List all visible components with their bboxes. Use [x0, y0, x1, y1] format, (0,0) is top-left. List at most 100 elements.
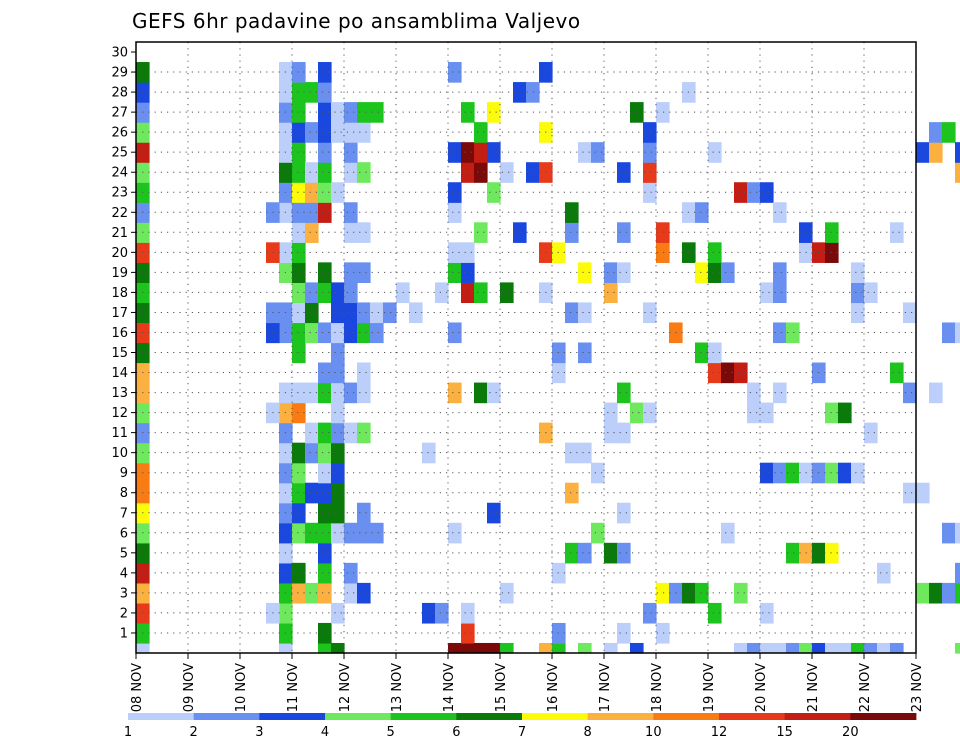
precip-cell	[318, 322, 332, 344]
precip-cell	[331, 502, 345, 524]
precip-cell	[318, 262, 332, 283]
precip-cell	[760, 282, 774, 304]
plot-grid	[136, 42, 916, 653]
colorbar-swatch	[128, 713, 195, 720]
precip-cell	[331, 482, 345, 504]
precip-cell	[552, 642, 566, 654]
precip-cell	[747, 182, 761, 203]
precip-cell	[760, 602, 774, 624]
precip-cell	[422, 602, 436, 624]
precip-cell	[357, 122, 371, 143]
precip-cell	[643, 402, 657, 424]
precip-cell	[318, 522, 332, 544]
precip-cell	[565, 482, 579, 504]
y-tick-label: 7	[120, 506, 128, 521]
chart-title: GEFS 6hr padavine po ansamblima Valjevo	[132, 9, 581, 33]
colorbar: 1 2 3 4 5 6 7 8 10 12 15 20	[124, 713, 917, 740]
precip-cell	[461, 142, 475, 163]
precip-cell	[695, 202, 709, 223]
precip-cell	[903, 302, 917, 324]
precip-cell	[318, 502, 332, 524]
precip-cell	[448, 262, 462, 283]
colorbar-tick-label: 15	[776, 725, 793, 740]
precip-cell	[773, 202, 787, 223]
precip-cell	[318, 622, 332, 644]
precip-cell	[331, 122, 345, 143]
y-tick-label: 5	[120, 546, 128, 561]
y-tick-label: 22	[111, 206, 128, 221]
precip-cell	[643, 302, 657, 324]
precip-cell	[292, 162, 306, 183]
precip-cell	[851, 262, 865, 283]
y-tick-label: 4	[120, 566, 128, 581]
precip-cell	[474, 282, 488, 304]
precip-cell	[760, 402, 774, 424]
y-tick-label: 18	[111, 286, 128, 301]
precip-cell	[331, 342, 345, 364]
precip-cell	[825, 402, 839, 424]
precip-cell	[318, 62, 332, 83]
x-tick-label: 18 NOV	[650, 663, 665, 712]
precip-cell	[877, 562, 891, 584]
precip-cell	[344, 222, 358, 243]
precip-cell	[318, 102, 332, 123]
precip-cell	[851, 302, 865, 324]
y-tick-label: 6	[120, 526, 128, 541]
precip-cell	[578, 302, 592, 324]
precip-cell	[344, 322, 358, 344]
precip-cell	[851, 462, 865, 484]
x-tick-label: 14 NOV	[442, 663, 457, 712]
precip-cell	[513, 82, 527, 103]
precip-cell	[500, 282, 514, 304]
y-tick-label: 11	[111, 426, 128, 441]
precip-cell	[695, 262, 709, 283]
x-tick-label: 17 NOV	[598, 663, 613, 712]
x-tick-label: 20 NOV	[754, 663, 769, 712]
precip-cell	[487, 502, 501, 524]
precip-cell	[838, 462, 852, 484]
precip-cell	[474, 142, 488, 163]
y-tick-label: 13	[111, 386, 128, 401]
x-tick-label: 13 NOV	[390, 663, 405, 712]
x-axis-ticks: 08 NOV 09 NOV 10 NOV 11 NOV 12 NOV 13 NOV 14 N…	[130, 653, 925, 712]
precip-cell	[617, 422, 631, 444]
precip-cell	[630, 402, 644, 424]
precip-cell	[604, 262, 618, 283]
precip-cell	[474, 222, 488, 243]
precip-cell	[292, 242, 306, 263]
precip-cell	[318, 422, 332, 444]
precip-cell	[916, 582, 930, 604]
precip-cell	[643, 182, 657, 203]
precip-cell	[318, 122, 332, 143]
precip-cell	[539, 642, 553, 654]
precip-cell	[292, 82, 306, 103]
precip-cell	[773, 322, 787, 344]
precip-cell	[318, 642, 332, 654]
precip-cell	[331, 442, 345, 464]
precip-cell	[318, 162, 332, 183]
precip-cell	[838, 402, 852, 424]
precip-cell	[318, 442, 332, 464]
precip-cell	[474, 122, 488, 143]
precip-cell	[448, 322, 462, 344]
precip-cell	[955, 562, 960, 584]
precip-cell	[916, 142, 930, 163]
precip-cell	[955, 522, 960, 544]
colorbar-swatch	[850, 713, 917, 720]
precip-cell	[331, 362, 345, 384]
precip-cell	[487, 642, 501, 654]
colorbar-tick-label: 1	[124, 725, 132, 740]
x-tick-label: 10 NOV	[234, 663, 249, 712]
precip-cell	[461, 282, 475, 304]
precip-cell	[318, 362, 332, 384]
precip-cell	[565, 302, 579, 324]
precip-cell	[929, 122, 943, 143]
y-tick-label: 29	[111, 66, 128, 81]
precip-cell	[292, 182, 306, 203]
precip-cell	[292, 562, 306, 584]
precip-cell	[318, 482, 332, 504]
precip-cell	[318, 82, 332, 103]
x-tick-label: 11 NOV	[286, 663, 301, 712]
precip-cell	[500, 162, 514, 183]
precip-cell	[305, 522, 319, 544]
